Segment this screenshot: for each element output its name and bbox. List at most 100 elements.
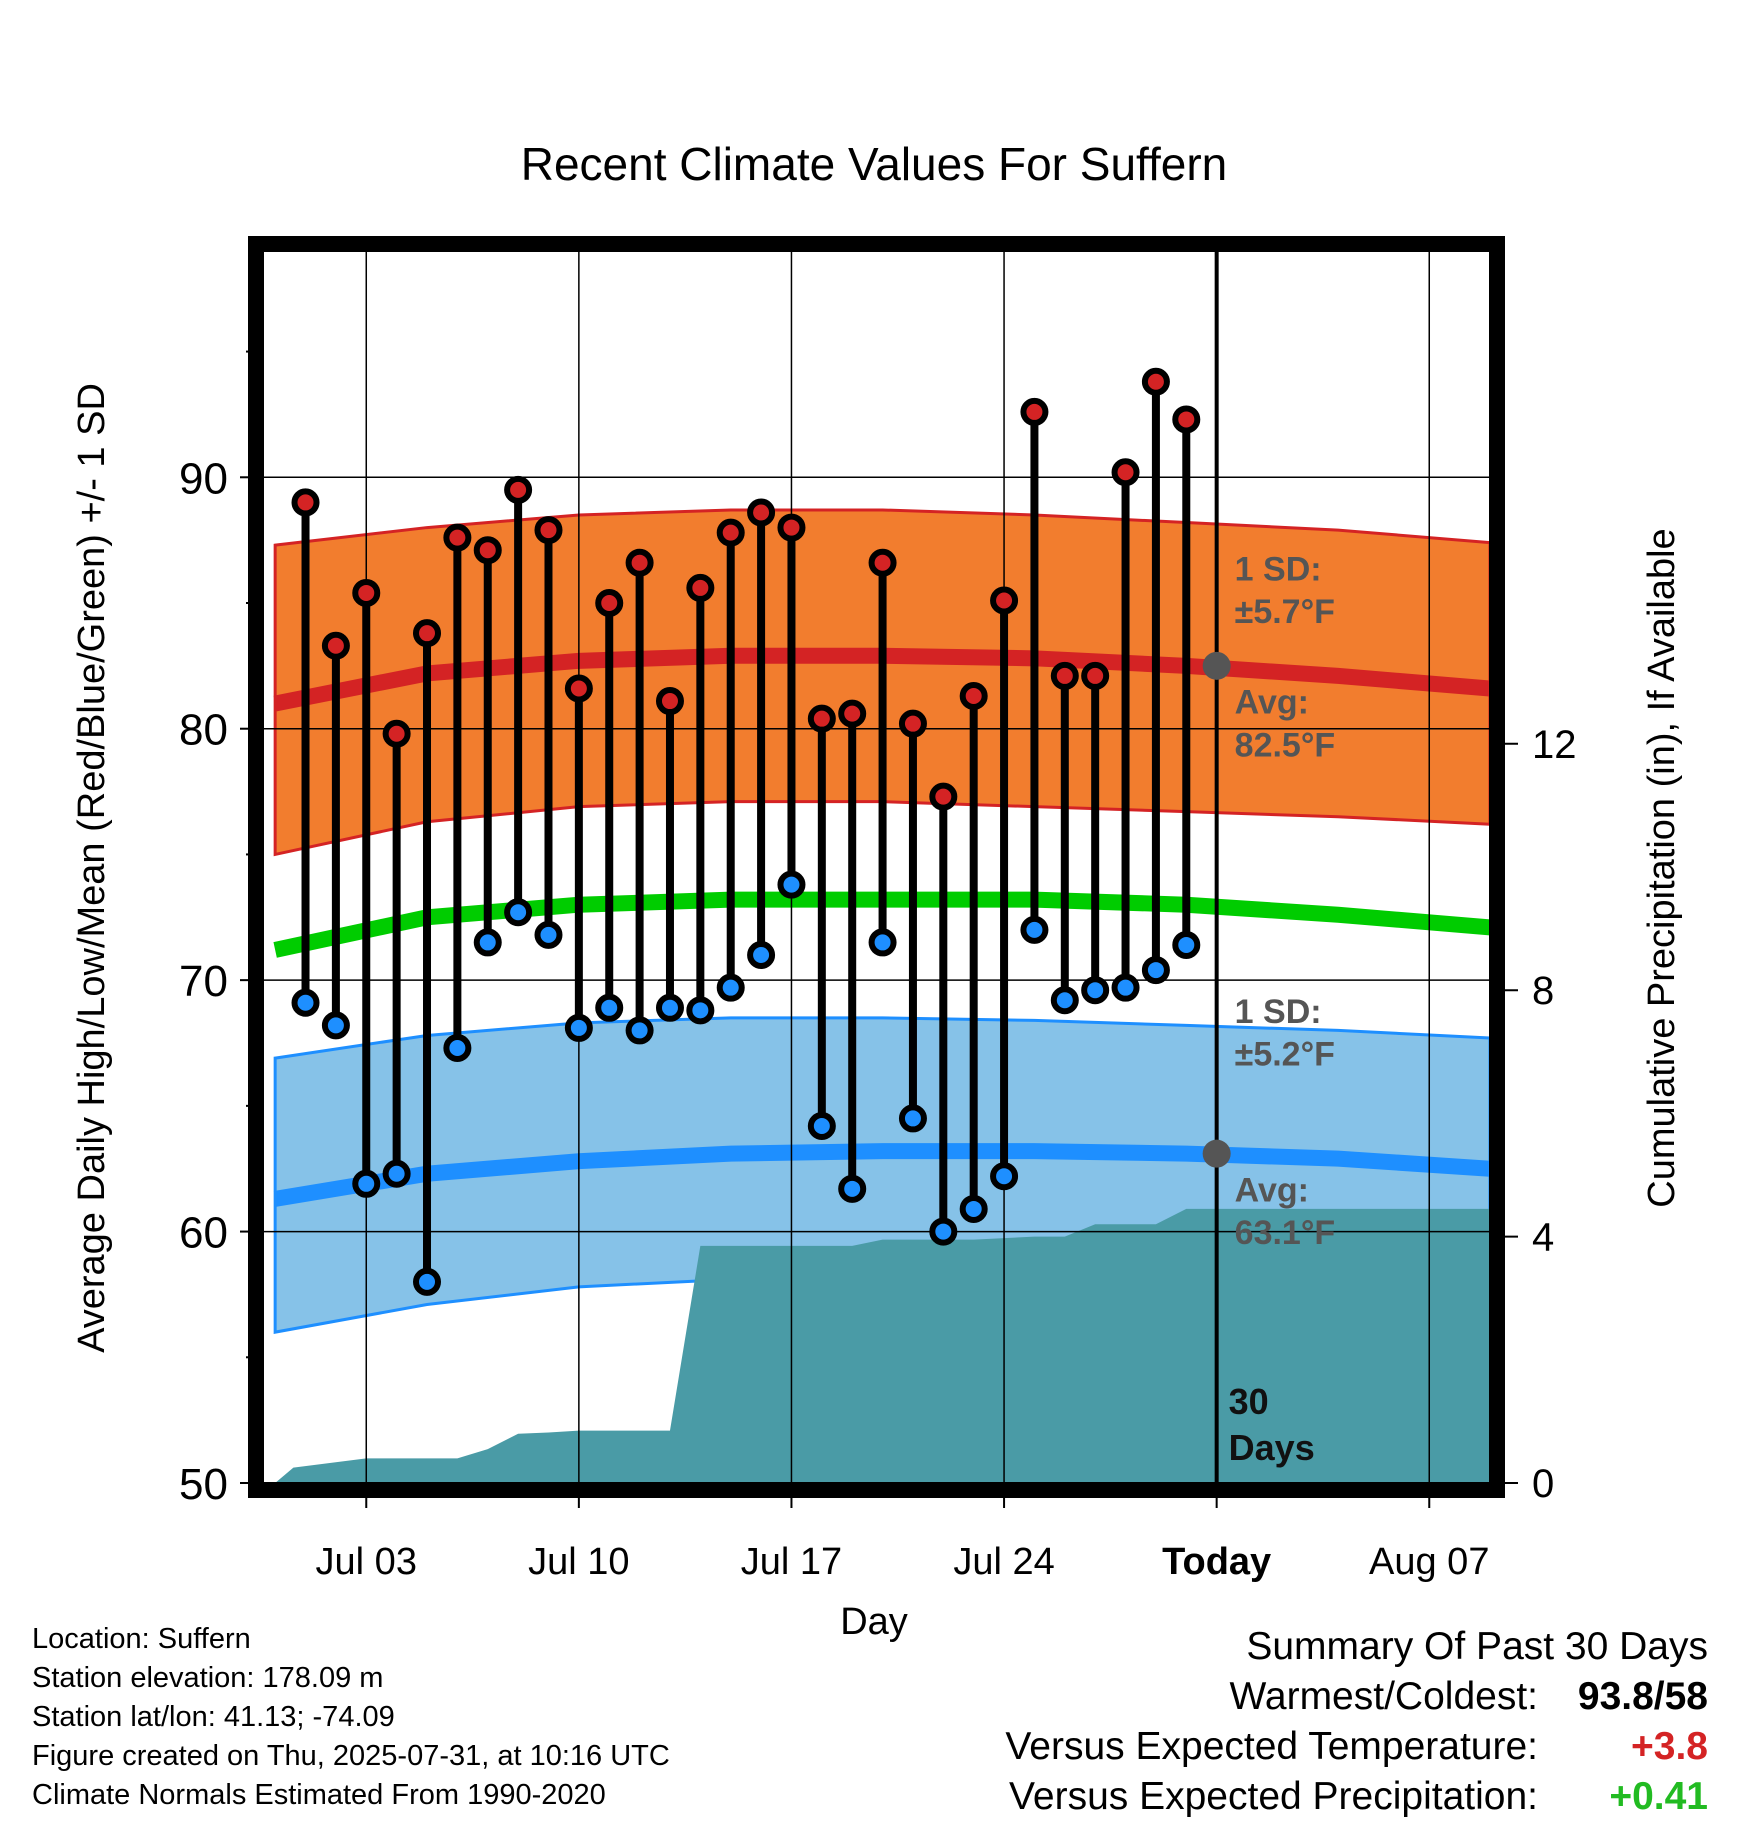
y2-tick-label: 0 <box>1532 1462 1554 1506</box>
y-tick-label: 70 <box>179 957 228 1006</box>
observed-high-point <box>1141 367 1170 396</box>
observed-high-point <box>747 498 776 527</box>
x-tick-label: Jul 17 <box>741 1541 842 1583</box>
precip-label: Versus Expected Precipitation: <box>1009 1775 1538 1818</box>
observed-low-point <box>352 1169 381 1198</box>
observed-high-point <box>1020 397 1049 426</box>
low-avg-value: 63.1°F <box>1235 1214 1336 1252</box>
y-tick-label: 80 <box>179 706 228 755</box>
high-avg-marker <box>1202 651 1231 680</box>
observed-high-point <box>1111 458 1140 487</box>
x-tick-label: Jul 03 <box>316 1541 417 1583</box>
observed-high-point <box>595 589 624 617</box>
observed-low-point <box>898 1104 927 1133</box>
observed-high-point <box>625 548 654 577</box>
station-info: Location: Suffern Station elevation: 178… <box>32 1620 670 1815</box>
observed-high-point <box>504 475 533 504</box>
created-text: Figure created on Thu, 2025-07-31, at 10… <box>32 1740 670 1772</box>
observed-low-point <box>990 1162 1019 1191</box>
observed-low-point <box>413 1267 442 1296</box>
observed-high-point <box>382 719 411 748</box>
observed-low-point <box>807 1111 836 1140</box>
plot-frame <box>248 236 1505 1498</box>
observed-high-point <box>321 631 350 660</box>
observed-low-point <box>382 1159 411 1188</box>
x-tick-label: Jul 10 <box>528 1541 629 1583</box>
elevation-text: Station elevation: 178.09 m <box>32 1662 384 1694</box>
observed-low-point <box>595 993 624 1022</box>
y-tick-label: 50 <box>179 1460 228 1509</box>
observed-high-point <box>564 674 593 703</box>
observed-low-point <box>534 920 563 949</box>
precip-area <box>275 1208 1490 1483</box>
high-sd-label: 1 SD: <box>1235 550 1322 588</box>
observed-high-point <box>838 699 867 728</box>
gridlines <box>263 251 1490 1484</box>
observed-low-point <box>1172 930 1201 959</box>
observed-high-point <box>1050 661 1079 690</box>
summary-heading: Summary Of Past 30 Days <box>1246 1625 1708 1668</box>
low-sd-label: 1 SD: <box>1235 993 1322 1031</box>
observed-low-point <box>291 988 320 1017</box>
temp-value: +3.8 <box>1631 1725 1708 1768</box>
y-tick-label: 90 <box>179 454 228 503</box>
observed-low-point <box>838 1174 867 1203</box>
observed-high-point <box>655 687 684 716</box>
chart-title: Recent Climate Values For Suffern <box>521 138 1228 190</box>
axes: 50 60 70 80 90 0 4 8 12 Jul 03 Jul 10 Jul 17 Jul 24 T… <box>179 350 1577 1583</box>
temp-row: Versus Expected Temperature: +3.8 <box>888 1722 1708 1772</box>
summary-panel: Summary Of Past 30 Days Warmest/Coldest:… <box>888 1622 1708 1822</box>
observed-high-point <box>807 704 836 733</box>
precip-row: Versus Expected Precipitation: +0.41 <box>888 1772 1708 1822</box>
high-avg-label: Avg: <box>1235 684 1309 722</box>
warmest-row: Warmest/Coldest: 93.8/58 <box>888 1672 1708 1722</box>
observed-low-point <box>1111 973 1140 1002</box>
observed-high-point <box>959 682 988 711</box>
precip-value: +0.41 <box>1609 1775 1708 1818</box>
observed-low-point <box>504 898 533 927</box>
low-normal-line <box>273 1143 1490 1207</box>
observed-low-point <box>686 996 715 1025</box>
low-sd-value: ±5.2°F <box>1235 1036 1335 1074</box>
y2-tick-label: 12 <box>1532 723 1577 767</box>
observed-low-point <box>564 1013 593 1042</box>
observed-low-point <box>959 1194 988 1223</box>
y2-tick-label: 8 <box>1532 969 1554 1013</box>
observed-high-point <box>1081 661 1110 690</box>
x-tick-label: Today <box>1162 1541 1271 1583</box>
observed-high-point <box>413 619 442 648</box>
temp-label: Versus Expected Temperature: <box>1005 1725 1538 1768</box>
y-axis-label: Average Daily High/Low/Mean (Red/Blue/Gr… <box>71 383 113 1353</box>
warmest-label: Warmest/Coldest: <box>1229 1675 1538 1718</box>
x-tick-label: Aug 07 <box>1369 1541 1489 1583</box>
observed-low-point <box>443 1034 472 1063</box>
observed-low-point <box>747 941 776 969</box>
observed-high-point <box>716 518 745 547</box>
y2-axis-label: Cumulative Precipitation (in), If Availa… <box>1641 528 1683 1207</box>
observed-low-point <box>625 1016 654 1045</box>
observed-high-point <box>868 548 897 577</box>
observed-high-point <box>1172 405 1201 434</box>
y-tick-label: 60 <box>179 1209 228 1258</box>
observed-high-point <box>777 513 806 542</box>
x-axis-label: Day <box>840 1601 908 1643</box>
low-avg-marker <box>1202 1139 1231 1168</box>
observed-low-point <box>929 1217 958 1246</box>
observed-low-point <box>473 928 502 957</box>
latlon-text: Station lat/lon: 41.13; -74.09 <box>32 1701 395 1733</box>
warmest-value: 93.8/58 <box>1577 1675 1708 1718</box>
y2-tick-label: 4 <box>1532 1216 1554 1260</box>
observed-low-point <box>1050 986 1079 1015</box>
x-tick-label: Jul 24 <box>953 1541 1054 1583</box>
observed-low-point <box>868 928 897 957</box>
annotations: 1 SD: ±5.7°F Avg: 82.5°F 1 SD: ±5.2°F Avg: 63.1… <box>1229 550 1336 1468</box>
observed-high-point <box>443 523 472 552</box>
location-text: Location: Suffern <box>32 1623 251 1655</box>
observed-low-point <box>321 1011 350 1040</box>
observed-low-point <box>1141 956 1170 985</box>
high-sd-value: ±5.7°F <box>1235 593 1335 631</box>
observed-low-point <box>655 993 684 1022</box>
today-days-label: 30 <box>1229 1381 1269 1422</box>
observed-high-point <box>352 578 381 607</box>
